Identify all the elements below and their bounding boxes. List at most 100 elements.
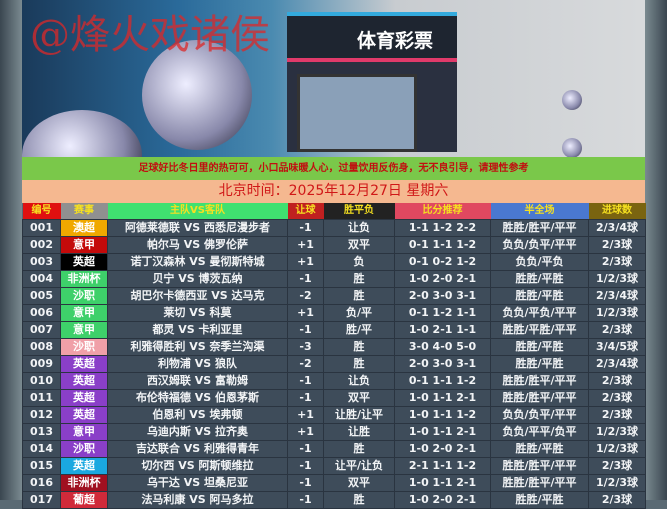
cell-result: 胜 [323, 287, 395, 305]
cell-htft: 负负/平负 [490, 253, 589, 271]
cell-match: 乌迪内斯 VS 拉齐奥 [107, 423, 288, 441]
cell-no: 015 [22, 457, 61, 475]
cell-goals: 2/3球 [588, 406, 646, 424]
cell-goals: 2/3球 [588, 236, 646, 254]
cell-goals: 1/2/3球 [588, 440, 646, 458]
cell-hcp: -1 [287, 440, 324, 458]
cell-no: 002 [22, 236, 61, 254]
cell-hcp: -2 [287, 287, 324, 305]
cell-score: 0-1 1-1 1-2 [394, 236, 491, 254]
cell-score: 0-1 0-2 1-2 [394, 253, 491, 271]
cell-hcp: -1 [287, 491, 324, 509]
cell-htft: 胜胜/平胜 [490, 270, 589, 288]
header-no: 编号 [22, 203, 61, 220]
cell-no: 012 [22, 406, 61, 424]
cell-hcp: -1 [287, 474, 324, 492]
cell-match: 利雅得胜利 VS 奈季兰沟渠 [107, 338, 288, 356]
cell-match: 切尔西 VS 阿斯顿维拉 [107, 457, 288, 475]
cell-hcp: -1 [287, 270, 324, 288]
cell-no: 011 [22, 389, 61, 407]
cell-hcp: +1 [287, 304, 324, 322]
header-goals: 进球数 [588, 203, 646, 220]
cell-match: 帕尔马 VS 佛罗伦萨 [107, 236, 288, 254]
cell-result: 胜 [323, 491, 395, 509]
cell-match: 都灵 VS 卡利亚里 [107, 321, 288, 339]
cell-league: 非洲杯 [60, 270, 108, 288]
header-handicap: 让球 [287, 203, 324, 220]
notice-text: 足球好比冬日里的热可可，小口品味暖人心，过量饮用反伤身，无不良引导，请理性参考 [22, 157, 645, 180]
cell-hcp: -1 [287, 389, 324, 407]
cell-result: 胜/平 [323, 321, 395, 339]
cell-no: 017 [22, 491, 61, 509]
table-row: 009 英超 利物浦 VS 狼队 -2 胜 2-0 3-0 3-1 胜胜/平胜 2/3/4球 [22, 355, 646, 373]
cell-result: 胜 [323, 440, 395, 458]
cell-league: 英超 [60, 253, 108, 271]
cell-result: 让胜 [323, 423, 395, 441]
cell-hcp: -2 [287, 355, 324, 373]
header-result: 胜平负 [323, 203, 395, 220]
cell-no: 013 [22, 423, 61, 441]
cell-league: 英超 [60, 372, 108, 390]
cell-match: 胡巴尔卡德西亚 VS 达马克 [107, 287, 288, 305]
cell-htft: 胜胜/胜平/平平 [490, 389, 589, 407]
table-row: 015 英超 切尔西 VS 阿斯顿维拉 -1 让平/让负 2-1 1-1 1-2 胜胜/胜平… [22, 457, 646, 475]
cell-goals: 1/2/3球 [588, 423, 646, 441]
cell-no: 008 [22, 338, 61, 356]
cell-hcp: +1 [287, 423, 324, 441]
cell-goals: 2/3球 [588, 253, 646, 271]
cell-result: 胜 [323, 355, 395, 373]
cell-no: 001 [22, 219, 61, 237]
cell-hcp: -1 [287, 321, 324, 339]
table-row: 004 非洲杯 贝宁 VS 博茨瓦纳 -1 胜 1-0 2-0 2-1 胜胜/平胜 1/2/3… [22, 270, 646, 288]
cell-match: 贝宁 VS 博茨瓦纳 [107, 270, 288, 288]
header-half-full: 半全场 [490, 203, 589, 220]
cell-no: 005 [22, 287, 61, 305]
cell-result: 让负 [323, 219, 395, 237]
date-title: 北京时间：2025年12月27日 星期六 [22, 180, 645, 203]
cell-score: 2-0 3-0 3-1 [394, 355, 491, 373]
cell-league: 非洲杯 [60, 474, 108, 492]
cell-league: 意甲 [60, 423, 108, 441]
cell-result: 双平 [323, 474, 395, 492]
store-sign: 体育彩票 [287, 16, 457, 62]
watermark: @烽火戏诸侯 [30, 12, 270, 58]
table-row: 011 英超 布伦特福德 VS 伯恩茅斯 -1 双平 1-0 1-1 2-1 胜胜/胜平/平… [22, 389, 646, 407]
cell-htft: 负负/负平/平平 [490, 236, 589, 254]
cell-score: 1-0 1-1 1-2 [394, 406, 491, 424]
cell-hcp: -1 [287, 457, 324, 475]
cell-goals: 2/3/4球 [588, 287, 646, 305]
football-icon [22, 110, 142, 157]
table-row: 016 非洲杯 乌干达 VS 坦桑尼亚 -1 双平 1-0 1-1 2-1 胜胜/胜平/平平… [22, 474, 646, 492]
cell-score: 2-0 3-0 3-1 [394, 287, 491, 305]
cell-league: 沙职 [60, 440, 108, 458]
table-row: 003 英超 诺丁汉森林 VS 曼彻斯特城 +1 负 0-1 0-2 1-2 负负/平负 2/… [22, 253, 646, 271]
table-row: 006 意甲 莱切 VS 科莫 +1 负/平 0-1 1-2 1-1 负负/平负/平平 1/2… [22, 304, 646, 322]
cell-htft: 胜胜/平胜/平平 [490, 321, 589, 339]
table-row: 005 沙职 胡巴尔卡德西亚 VS 达马克 -2 胜 2-0 3-0 3-1 胜胜/平胜 2/… [22, 287, 646, 305]
cell-goals: 1/2/3球 [588, 474, 646, 492]
cell-league: 沙职 [60, 287, 108, 305]
cell-goals: 2/3球 [588, 491, 646, 509]
cell-match: 法马利康 VS 阿马多拉 [107, 491, 288, 509]
cell-result: 让平/让负 [323, 457, 395, 475]
predictions-table: 编号 赛事 主队VS客队 让球 胜平负 比分推荐 半全场 进球数 001 澳超 阿德莱德联 VS … [22, 203, 646, 509]
cell-hcp: +1 [287, 406, 324, 424]
cell-htft: 负负/负平/平平 [490, 406, 589, 424]
cell-hcp: -3 [287, 338, 324, 356]
cell-no: 007 [22, 321, 61, 339]
cell-htft: 胜胜/平胜 [490, 491, 589, 509]
cell-no: 004 [22, 270, 61, 288]
cell-score: 0-1 1-2 1-1 [394, 304, 491, 322]
cell-league: 意甲 [60, 304, 108, 322]
cell-score: 1-0 2-0 2-1 [394, 440, 491, 458]
cell-score: 2-1 1-1 1-2 [394, 457, 491, 475]
cell-score: 1-1 1-2 2-2 [394, 219, 491, 237]
left-border [0, 0, 22, 500]
cell-result: 双平 [323, 389, 395, 407]
table-row: 001 澳超 阿德莱德联 VS 西悉尼漫步者 -1 让负 1-1 1-2 2-2 胜胜/胜平… [22, 219, 646, 237]
table-header: 编号 赛事 主队VS客队 让球 胜平负 比分推荐 半全场 进球数 [22, 203, 646, 220]
football-icon [562, 138, 582, 157]
cell-result: 让负 [323, 372, 395, 390]
cell-league: 英超 [60, 355, 108, 373]
cell-result: 负/平 [323, 304, 395, 322]
